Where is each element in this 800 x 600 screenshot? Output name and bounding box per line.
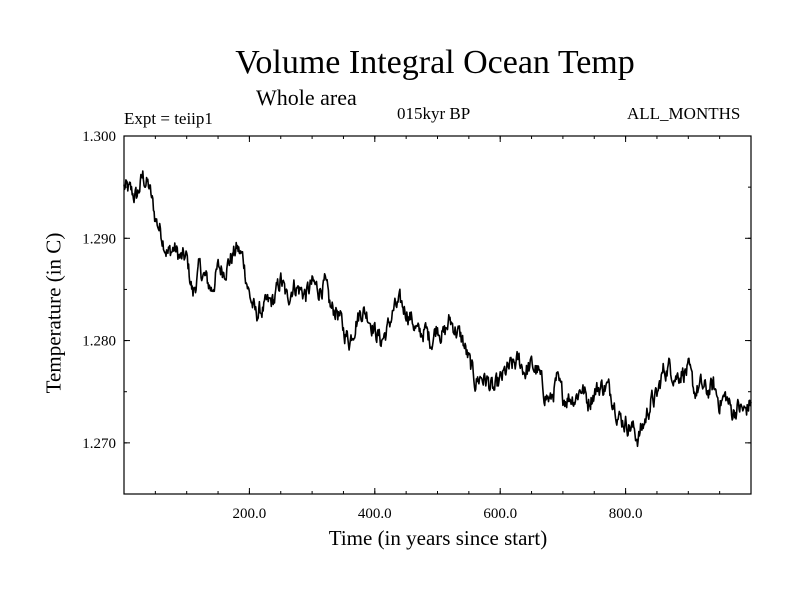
y-tick-label: 1.270	[82, 436, 116, 452]
axis-ticks: 1.270 1.280 1.290 1.300 200.0 400.0 600.0 800.0	[82, 129, 752, 522]
x-tick-label: 600.0	[483, 506, 517, 522]
y-tick-label: 1.290	[82, 231, 116, 247]
chart-subtitle: Whole area	[256, 85, 357, 110]
x-tick-label: 400.0	[358, 506, 392, 522]
y-tick-label: 1.280	[82, 334, 116, 350]
x-tick-label: 800.0	[609, 506, 643, 522]
temperature-series-line	[123, 170, 752, 448]
y-tick-label: 1.300	[82, 129, 116, 145]
plot-frame	[123, 135, 752, 495]
experiment-label: Expt = teiip1	[124, 109, 213, 128]
x-tick-label: 200.0	[233, 506, 267, 522]
series-group	[123, 170, 752, 448]
chart-title: Volume Integral Ocean Temp	[235, 44, 635, 81]
x-axis-label: Time (in years since start)	[328, 526, 548, 550]
period-label: 015kyr BP	[397, 104, 471, 123]
months-label: ALL_MONTHS	[627, 104, 741, 123]
